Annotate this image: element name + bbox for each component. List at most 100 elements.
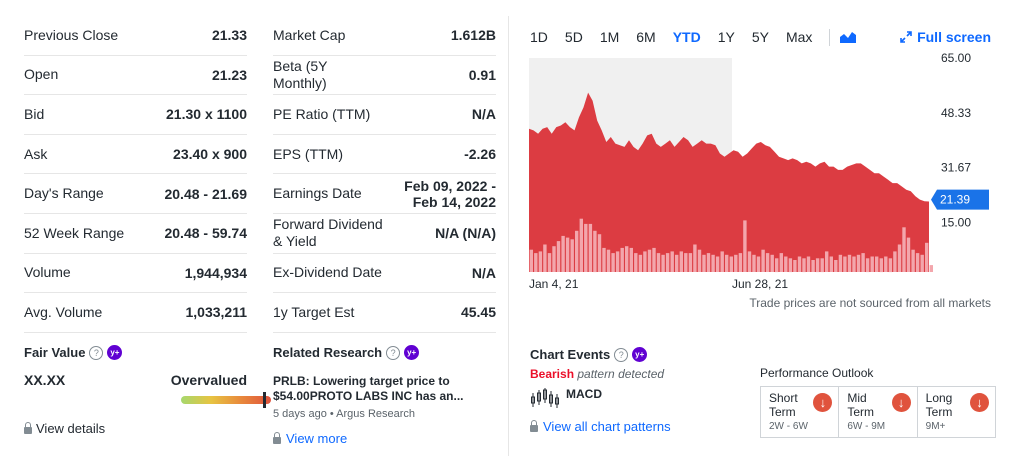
view-more-link[interactable]: View more bbox=[273, 431, 496, 446]
volume-bar bbox=[579, 218, 583, 272]
volume-bar bbox=[656, 253, 661, 272]
pattern-name: MACD bbox=[566, 387, 602, 401]
y-tick-label: 48.33 bbox=[941, 106, 971, 120]
down-arrow-icon: ↓ bbox=[891, 393, 911, 412]
volume-bar bbox=[552, 246, 556, 272]
volume-bar bbox=[611, 253, 615, 272]
stat-left-value: 21.30 x 1100 bbox=[166, 106, 247, 123]
outlook-span: 6W - 9M bbox=[847, 421, 886, 432]
stat-right-label: EPS (TTM) bbox=[273, 145, 343, 162]
research-headline[interactable]: PRLB: Lowering target price to $54.00PRO… bbox=[273, 374, 464, 403]
stat-left-value: 21.33 bbox=[211, 27, 247, 44]
volume-bar bbox=[902, 227, 906, 272]
volume-bar bbox=[538, 251, 543, 272]
volume-bar bbox=[606, 249, 611, 272]
volume-bar bbox=[847, 254, 852, 272]
stat-right-row: Earnings Date Feb 09, 2022 - Feb 14, 2022 bbox=[273, 174, 496, 214]
volume-bar bbox=[793, 260, 797, 272]
valuation-gauge-marker bbox=[263, 392, 266, 408]
research-label: Related Research bbox=[273, 345, 383, 360]
fair-value-row: XX.XX Overvalued bbox=[24, 372, 247, 388]
volume-bar bbox=[575, 230, 579, 273]
volume-bar bbox=[529, 249, 533, 272]
range-1d[interactable]: 1D bbox=[530, 29, 548, 45]
volume-bar bbox=[652, 247, 656, 272]
pattern-item[interactable]: MACD bbox=[530, 387, 730, 409]
view-details-link[interactable]: View details bbox=[24, 421, 105, 436]
volume-bar bbox=[565, 237, 570, 272]
help-icon[interactable]: ? bbox=[386, 345, 401, 360]
full-screen-button[interactable]: Full screen bbox=[900, 29, 991, 45]
outlook-box[interactable]: Long Term 9M+ ↓ bbox=[918, 387, 995, 437]
range-1y[interactable]: 1Y bbox=[717, 29, 735, 45]
yahoo-plus-icon: y+ bbox=[632, 347, 648, 362]
fair-value-verdict: Overvalued bbox=[170, 372, 247, 388]
stat-right-label: 1y Target Est bbox=[273, 303, 355, 320]
volume-bar bbox=[543, 244, 547, 272]
range-5d[interactable]: 5D bbox=[564, 29, 583, 45]
stat-right-value: 45.45 bbox=[460, 304, 496, 321]
stat-left-row: Volume 1,944,934 bbox=[24, 254, 247, 294]
stat-left-row: Bid 21.30 x 1100 bbox=[24, 95, 247, 135]
summary-stats-left: Previous Close 21.33 Open 21.23 Bid 21.30 x 1… bbox=[24, 16, 247, 333]
volume-bar bbox=[843, 256, 847, 272]
volume-bar bbox=[915, 253, 920, 272]
volume-bar bbox=[729, 256, 733, 272]
volume-bar bbox=[829, 256, 833, 272]
fair-value-label: Fair Value bbox=[24, 345, 86, 360]
volume-bar bbox=[638, 254, 643, 272]
lock-icon bbox=[273, 431, 281, 444]
range-5y[interactable]: 5Y bbox=[751, 29, 769, 45]
stat-left-label: Open bbox=[24, 66, 59, 83]
stat-left-row: Day's Range 20.48 - 21.69 bbox=[24, 174, 247, 214]
volume-bar bbox=[679, 251, 683, 272]
stat-left-value: 21.23 bbox=[211, 66, 247, 83]
full-screen-label: Full screen bbox=[917, 29, 991, 45]
related-research-panel: Related Research ? y+ PRLB: Lowering tar… bbox=[273, 345, 496, 446]
volume-bar bbox=[556, 241, 561, 272]
volume-bar bbox=[761, 249, 765, 272]
volume-bar bbox=[661, 254, 665, 272]
help-icon[interactable]: ? bbox=[89, 345, 104, 360]
stat-right-label: Earnings Date bbox=[273, 185, 362, 202]
stat-left-label: Avg. Volume bbox=[24, 303, 103, 320]
stat-left-label: Bid bbox=[24, 105, 45, 122]
range-1m[interactable]: 1M bbox=[599, 29, 620, 45]
volume-bar bbox=[834, 260, 838, 272]
volume-bar bbox=[675, 254, 679, 272]
stat-left-row: Ask 23.40 x 900 bbox=[24, 135, 247, 175]
volume-bar bbox=[893, 251, 897, 272]
outlook-box[interactable]: Mid Term 6W - 9M ↓ bbox=[839, 387, 918, 437]
x-tick-label: Jan 4, 21 bbox=[529, 277, 579, 291]
outlook-box[interactable]: Short Term 2W - 6W ↓ bbox=[761, 387, 840, 437]
stat-right-value: N/A bbox=[471, 264, 496, 281]
chart-events-title: Chart Events ? y+ bbox=[530, 347, 730, 362]
volume-bar bbox=[706, 253, 711, 272]
price-chart[interactable]: 65.00 48.33 31.67 15.00 21.39 Jan 4, 21 Jun 28… bbox=[529, 50, 994, 295]
research-title: Related Research ? y+ bbox=[273, 345, 496, 360]
pattern-text: pattern detected bbox=[577, 367, 665, 381]
view-chart-patterns-link[interactable]: View all chart patterns bbox=[530, 419, 730, 434]
chart-events-label: Chart Events bbox=[530, 347, 611, 362]
chart-events-panel: Chart Events ? y+ Bearish pattern detect… bbox=[530, 347, 730, 434]
stat-right-row: EPS (TTM) -2.26 bbox=[273, 135, 496, 175]
chart-type-icon[interactable] bbox=[829, 29, 857, 46]
stat-right-label: PE Ratio (TTM) bbox=[273, 105, 371, 122]
price-area-series bbox=[529, 92, 929, 272]
help-icon[interactable]: ? bbox=[614, 347, 629, 362]
volume-bar bbox=[929, 265, 933, 272]
range-ytd[interactable]: YTD bbox=[672, 29, 701, 45]
stat-right-row: Ex-Dividend Date N/A bbox=[273, 254, 496, 294]
stat-left-label: 52 Week Range bbox=[24, 224, 125, 241]
range-6m[interactable]: 6M bbox=[636, 29, 656, 45]
volume-bar bbox=[693, 244, 697, 272]
view-more-label: View more bbox=[286, 431, 348, 446]
stat-right-row: Forward Dividend & Yield N/A (N/A) bbox=[273, 214, 496, 254]
volume-bar bbox=[825, 251, 829, 272]
performance-boxes: Short Term 2W - 6W ↓ Mid Term 6W - 9M ↓ Long T… bbox=[760, 386, 996, 438]
y-tick-label: 15.00 bbox=[941, 216, 971, 230]
volume-bar bbox=[597, 234, 602, 272]
volume-bar bbox=[747, 251, 752, 272]
lock-icon bbox=[530, 419, 538, 432]
range-max[interactable]: Max bbox=[785, 29, 813, 45]
